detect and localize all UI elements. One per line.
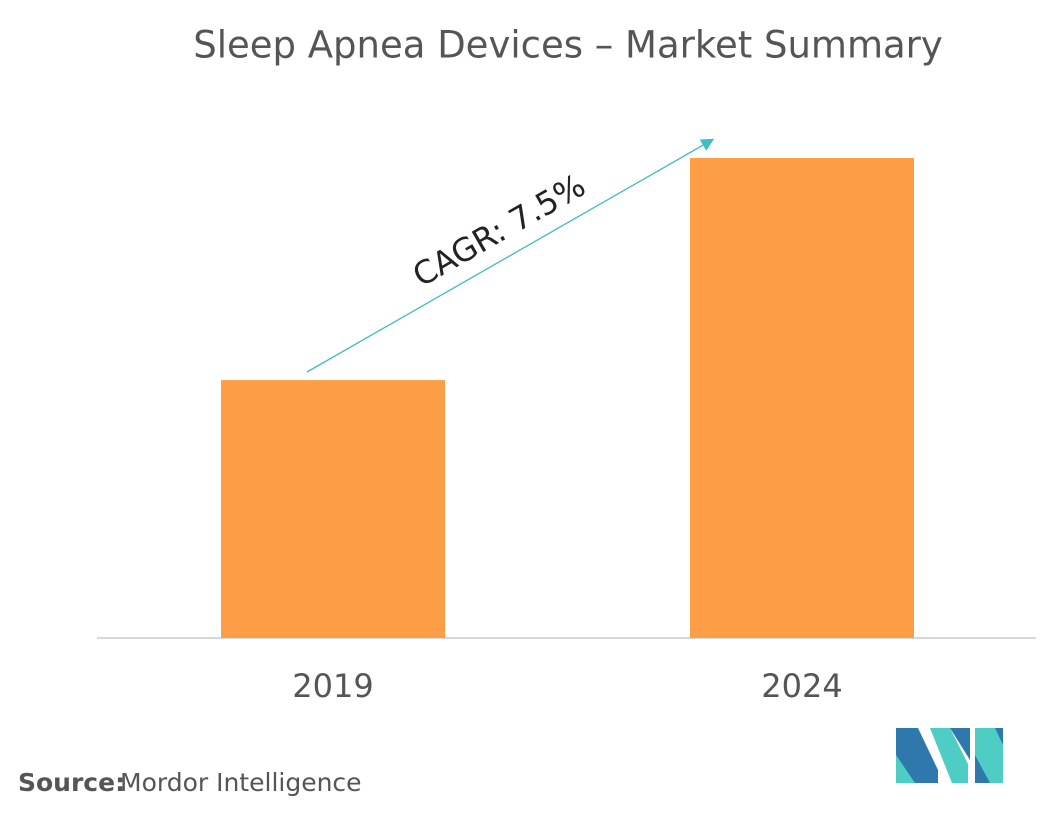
chart-title: Sleep Apnea Devices – Market Summary xyxy=(193,24,943,67)
x-tick-label: 2024 xyxy=(761,667,842,705)
source: Mordor Intelligence xyxy=(120,768,362,797)
bar xyxy=(221,380,445,638)
cagr-annotation: CAGR: 7.5% xyxy=(406,166,591,294)
logo xyxy=(896,728,1003,783)
x-tick-label: 2019 xyxy=(292,667,373,705)
source-label: Source: xyxy=(18,768,125,797)
bar xyxy=(690,158,914,639)
cagr-arrow xyxy=(306,138,715,373)
